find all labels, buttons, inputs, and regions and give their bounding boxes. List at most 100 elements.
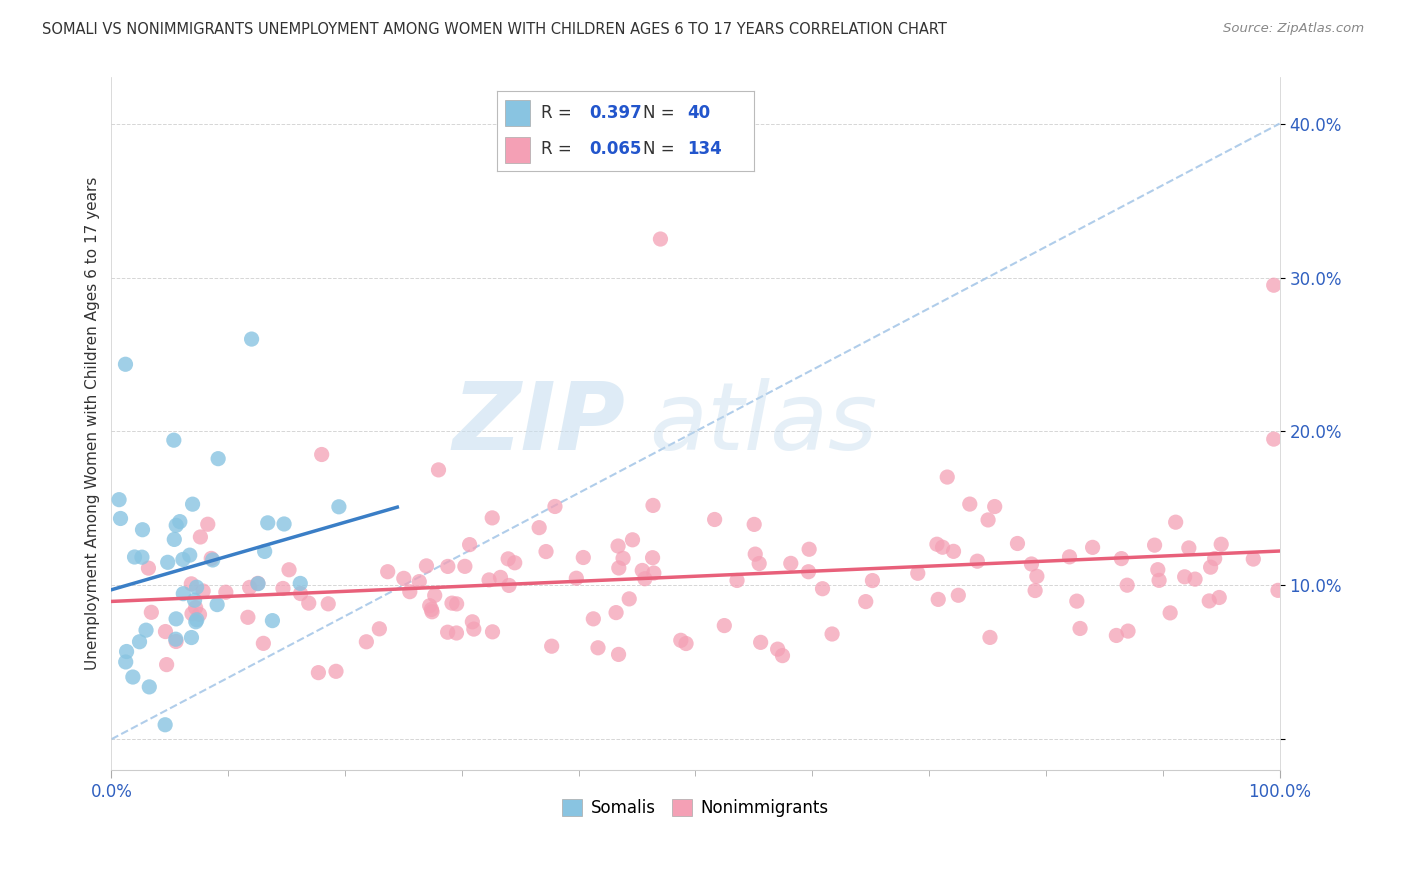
Point	[311, 448, 333, 462]
Point	[772, 648, 794, 663]
Point	[446, 597, 468, 611]
Point	[197, 517, 219, 532]
Point	[1174, 570, 1197, 584]
Point	[180, 631, 202, 645]
Point	[766, 642, 789, 657]
Point	[131, 523, 153, 537]
Point	[183, 593, 205, 607]
Point	[201, 553, 224, 567]
Point	[165, 518, 187, 533]
Point	[1116, 624, 1139, 639]
Point	[797, 542, 820, 557]
Point	[290, 586, 312, 600]
Point	[240, 332, 263, 346]
Point	[415, 558, 437, 573]
Point	[454, 559, 477, 574]
Point	[190, 530, 212, 544]
Text: SOMALI VS NONIMMIGRANTS UNEMPLOYMENT AMONG WOMEN WITH CHILDREN AGES 6 TO 17 YEAR: SOMALI VS NONIMMIGRANTS UNEMPLOYMENT AMO…	[42, 22, 948, 37]
Point	[641, 499, 664, 513]
Point	[423, 588, 446, 602]
Point	[966, 554, 988, 568]
Point	[1199, 560, 1222, 574]
Point	[498, 578, 520, 592]
Point	[172, 587, 194, 601]
Point	[1263, 432, 1285, 446]
Point	[256, 516, 278, 530]
Point	[983, 500, 1005, 514]
Point	[165, 612, 187, 626]
Point	[188, 607, 211, 622]
Point	[605, 606, 627, 620]
Point	[458, 538, 481, 552]
Point	[273, 516, 295, 531]
Point	[779, 557, 801, 571]
Point	[135, 623, 157, 637]
Point	[307, 665, 329, 680]
Point	[925, 537, 948, 551]
Point	[181, 497, 204, 511]
Point	[207, 451, 229, 466]
Point	[356, 634, 378, 648]
Point	[138, 561, 160, 575]
Point	[436, 559, 458, 574]
Point	[675, 636, 697, 650]
Point	[115, 644, 138, 658]
Point	[821, 627, 844, 641]
Point	[420, 605, 443, 619]
Point	[419, 599, 441, 613]
Point	[927, 592, 949, 607]
Point	[797, 565, 820, 579]
Point	[110, 511, 132, 525]
Text: atlas: atlas	[648, 378, 877, 469]
Point	[489, 570, 512, 584]
Point	[621, 533, 644, 547]
Point	[169, 515, 191, 529]
Point	[1116, 578, 1139, 592]
Point	[1208, 591, 1230, 605]
Point	[290, 576, 312, 591]
Point	[298, 596, 321, 610]
Point	[582, 612, 605, 626]
Point	[239, 581, 262, 595]
Point	[744, 547, 766, 561]
Point	[165, 632, 187, 647]
Point	[398, 584, 420, 599]
Point	[1184, 572, 1206, 586]
Point	[446, 626, 468, 640]
Point	[316, 597, 339, 611]
Point	[138, 680, 160, 694]
Point	[907, 566, 929, 581]
Point	[184, 615, 207, 629]
Point	[278, 563, 301, 577]
Point	[481, 511, 503, 525]
Point	[544, 500, 567, 514]
Point	[1111, 551, 1133, 566]
Point	[572, 550, 595, 565]
Point	[959, 497, 981, 511]
Point	[619, 591, 641, 606]
Point	[200, 551, 222, 566]
Point	[540, 639, 562, 653]
Text: Source: ZipAtlas.com: Source: ZipAtlas.com	[1223, 22, 1364, 36]
Point	[180, 577, 202, 591]
Point	[1066, 594, 1088, 608]
Point	[155, 624, 177, 639]
Point	[253, 544, 276, 558]
Point	[1069, 622, 1091, 636]
Point	[186, 613, 208, 627]
Point	[461, 615, 484, 629]
Point	[114, 357, 136, 371]
Point	[612, 551, 634, 566]
Point	[650, 232, 672, 246]
Point	[186, 580, 208, 594]
Point	[749, 635, 772, 649]
Point	[108, 492, 131, 507]
Point	[328, 500, 350, 514]
Point	[634, 572, 657, 586]
Point	[392, 571, 415, 585]
Point	[184, 600, 207, 615]
Point	[205, 598, 228, 612]
Point	[271, 582, 294, 596]
Point	[713, 618, 735, 632]
Point	[163, 533, 186, 547]
